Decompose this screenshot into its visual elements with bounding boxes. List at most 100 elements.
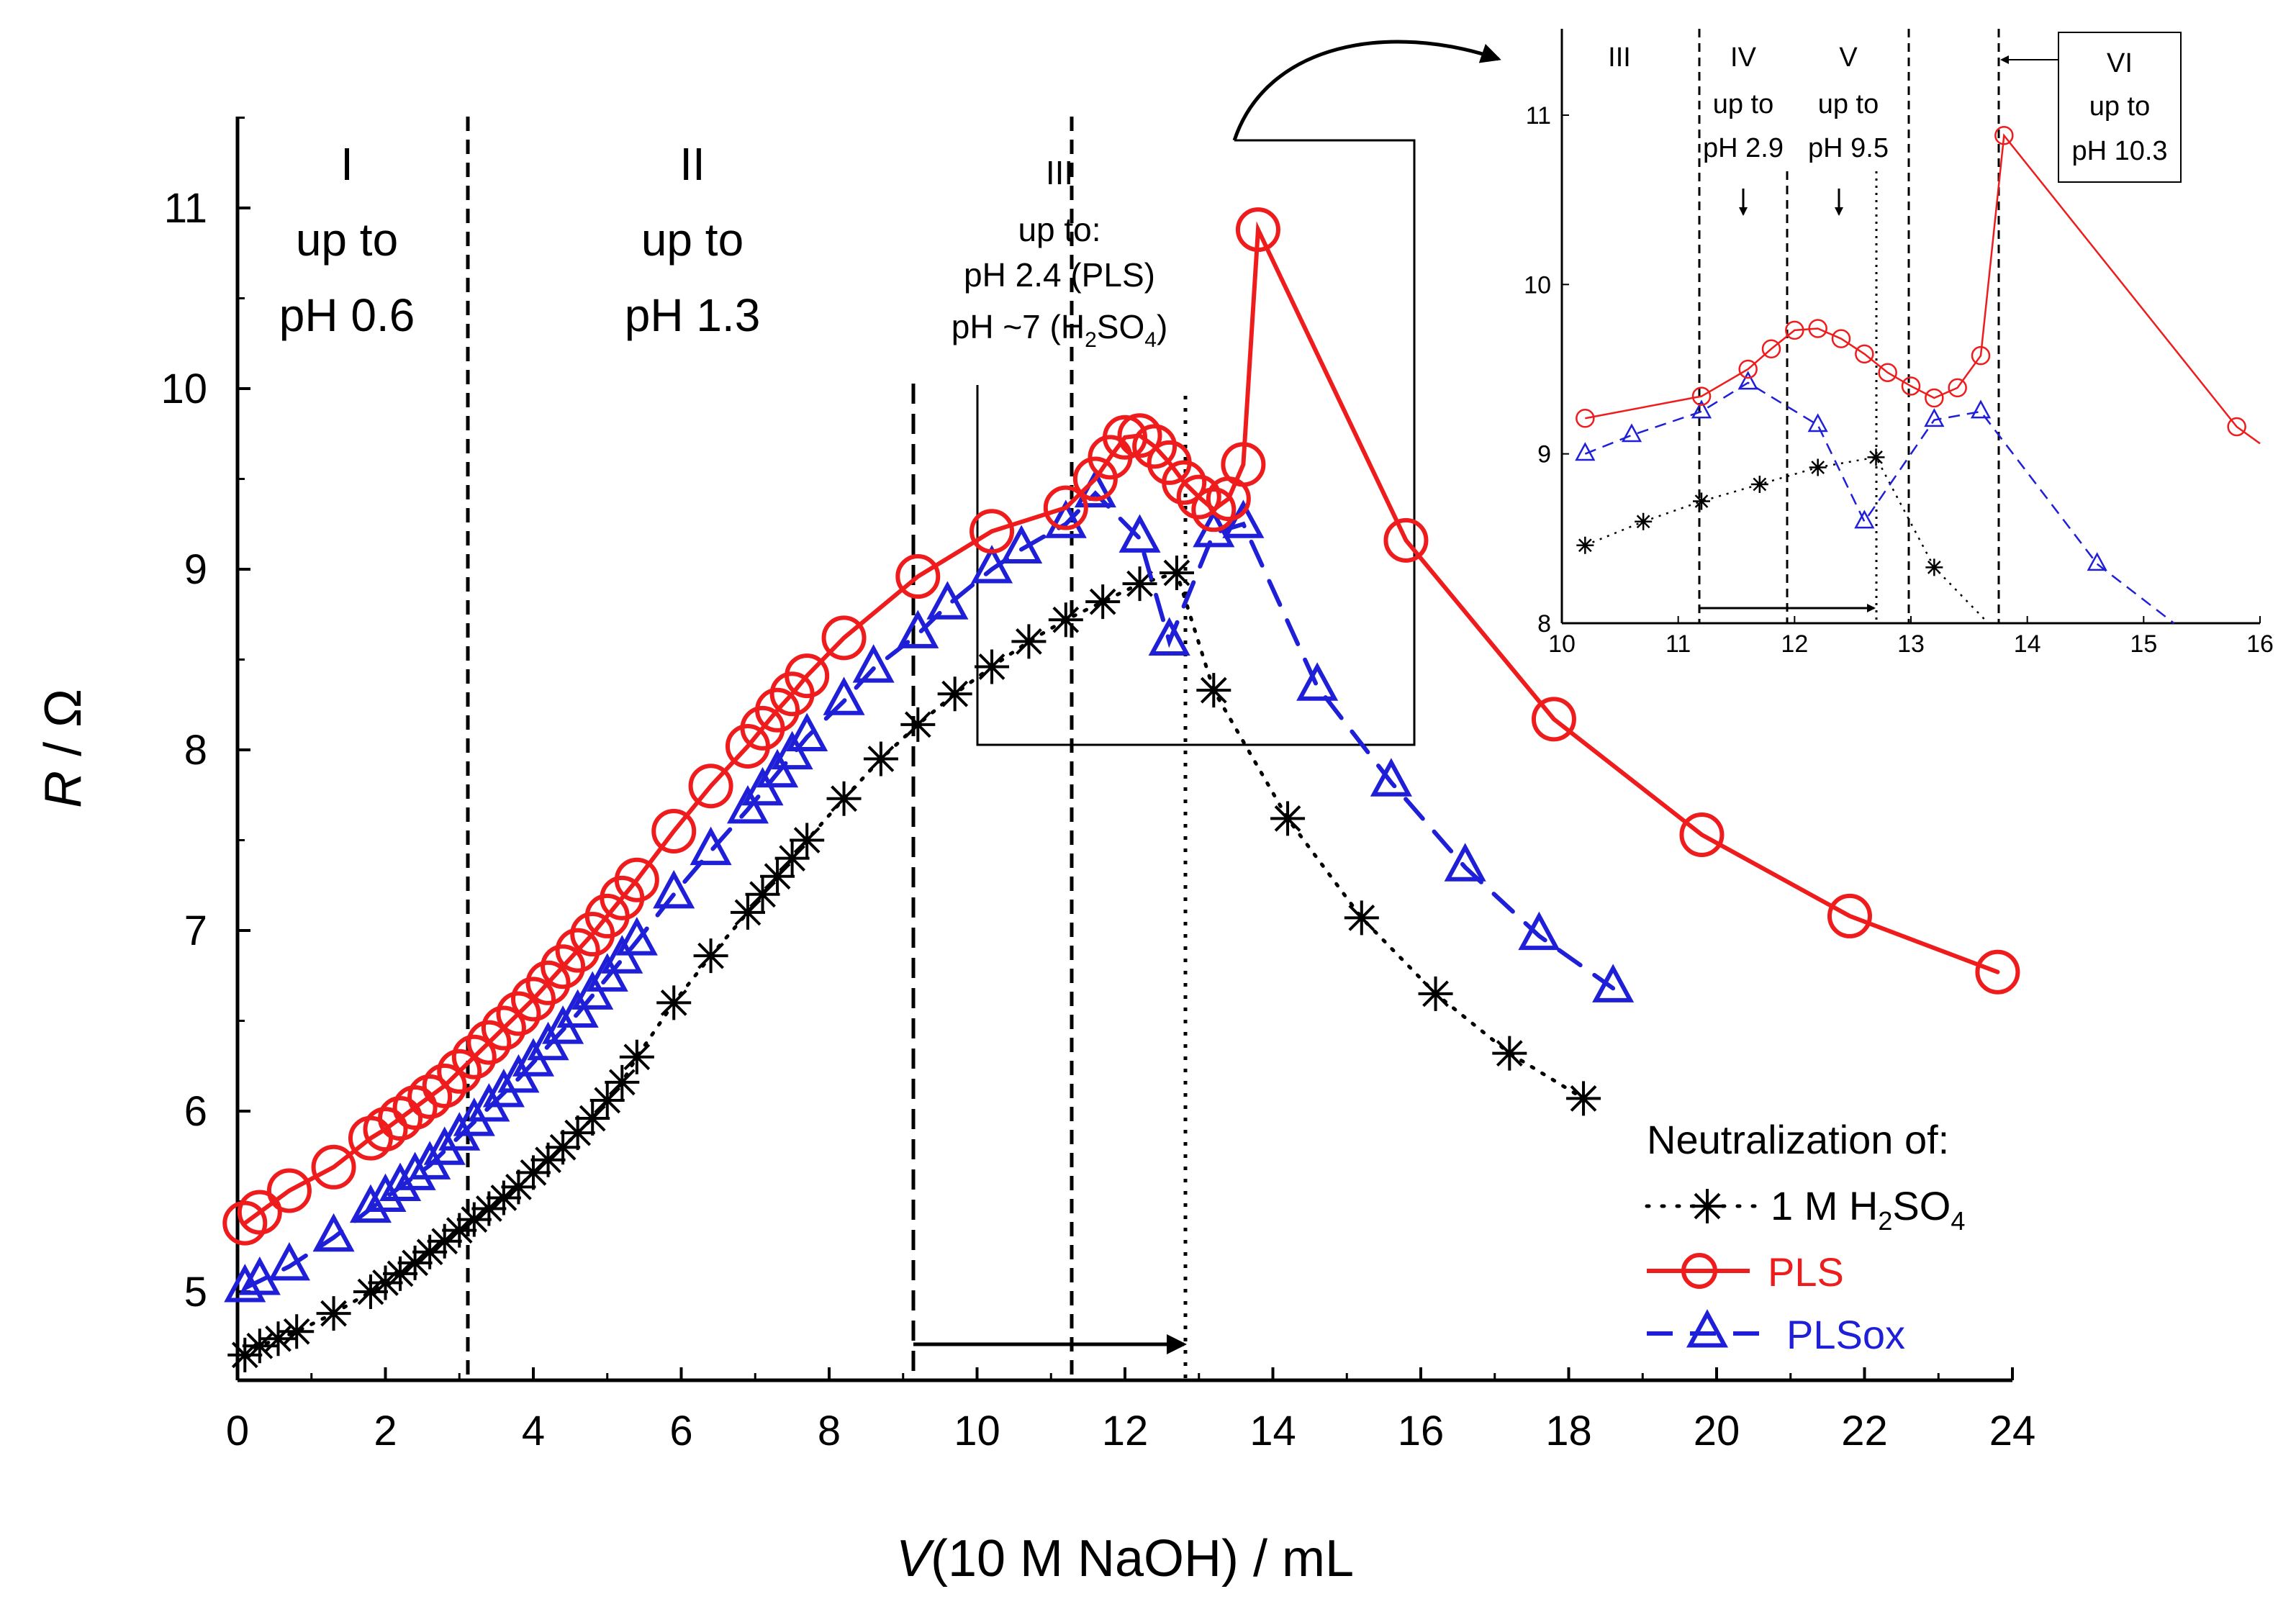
data-point-h2so4 (1048, 602, 1083, 638)
data-point-pls (222, 1200, 268, 1246)
inset-x-tick-label: 13 (1897, 630, 1925, 658)
data-point-h2so4 (516, 1155, 551, 1190)
data-point-pls (511, 977, 556, 1022)
data-point-h2so4 (1566, 1081, 1601, 1116)
data-point-pls (1132, 424, 1178, 469)
data-point-pls (525, 960, 571, 1005)
region-I-line2: pH 0.6 (279, 289, 415, 341)
data-point-plsox (268, 1241, 310, 1281)
data-point-h2so4 (471, 1191, 507, 1226)
x-axis-title: V(10 M NaOH) / mL (896, 1530, 1354, 1588)
inset-x-tick-label: 11 (1665, 630, 1691, 658)
region-I-numeral: I (340, 138, 353, 190)
x-tick-label: 22 (1841, 1408, 1888, 1454)
legend-entry-plsox: PLSox (1647, 1309, 1905, 1357)
data-point-h2so4 (456, 1202, 492, 1237)
data-point-pls (266, 1168, 312, 1213)
y-tick-label: 9 (184, 546, 207, 593)
y-tick-label: 10 (161, 366, 207, 412)
x-tick-label: 18 (1545, 1408, 1592, 1454)
data-point-plsox (741, 766, 784, 806)
data-point-h2so4 (745, 877, 780, 912)
inset-data-point-pls (1994, 125, 2014, 145)
data-point-h2so4 (486, 1180, 521, 1215)
region-II-line2: pH 1.3 (625, 289, 761, 341)
inset-tick-marks (1561, 114, 2261, 624)
y-tick-label: 8 (184, 727, 207, 774)
data-point-h2so4 (1011, 624, 1047, 659)
data-point-h2so4 (975, 649, 1010, 684)
data-point-plsox (601, 935, 643, 974)
inset-y-tick-labels: 8 9 10 11 (1524, 102, 1551, 638)
legend-h2so4-label: 1 M H2SO4 (1771, 1183, 1965, 1236)
main-plot-series (222, 207, 2020, 1372)
data-point-plsox (615, 917, 658, 956)
data-point-plsox (852, 644, 895, 683)
inset-data-point-plsox (1924, 408, 1945, 427)
data-point-pls (311, 1144, 356, 1190)
data-point-h2so4 (575, 1101, 610, 1136)
legend-h2so4-marker (1690, 1189, 1725, 1223)
series-line-plsox (243, 490, 1616, 1290)
data-point-pls (481, 1005, 526, 1051)
data-point-pls (1103, 415, 1147, 460)
data-point-plsox (379, 1162, 422, 1201)
legend-plsox-label: PLSox (1786, 1312, 1905, 1357)
data-point-h2so4 (368, 1265, 403, 1300)
inset-data-point-pls (1576, 408, 1595, 428)
inset-region-V-label: V up to pH 9.5 (1808, 42, 1889, 216)
data-point-plsox (224, 1264, 266, 1303)
inset-VI-numeral: VI (2107, 48, 2133, 78)
inset-V-line1: up to (1818, 89, 1879, 119)
inset-data-point-plsox (1691, 399, 1712, 419)
data-point-pls (755, 687, 800, 733)
inset-series-line-h2so4 (1584, 456, 1989, 624)
data-point-pls (407, 1074, 453, 1119)
legend-pls-label: PLS (1768, 1249, 1844, 1295)
inset-data-point-plsox (1854, 510, 1875, 529)
y-tick-label: 6 (184, 1088, 207, 1135)
data-point-h2so4 (279, 1314, 315, 1349)
inset-plot-series (1575, 125, 2261, 624)
data-point-h2so4 (1196, 673, 1231, 708)
x-tick-label: 24 (1989, 1408, 2036, 1454)
data-point-h2so4 (412, 1234, 448, 1269)
data-point-pls (363, 1107, 408, 1152)
data-point-plsox (771, 730, 813, 770)
data-point-pls (688, 764, 733, 809)
region-I-line1: up to (296, 214, 398, 266)
data-point-h2so4 (826, 781, 862, 816)
inset-data-point-pls (1808, 319, 1827, 338)
y-tick-label: 11 (164, 185, 207, 232)
zoom-box (976, 139, 1416, 746)
data-point-h2so4 (1085, 584, 1121, 620)
data-point-plsox (571, 971, 614, 1010)
legend-title: Neutralization of: (1647, 1117, 1949, 1162)
data-point-plsox (312, 1213, 355, 1252)
y-tick-label: 7 (184, 907, 207, 954)
legend-pls-marker (1681, 1253, 1717, 1289)
data-point-h2so4 (227, 1337, 263, 1372)
data-point-plsox (238, 1256, 281, 1295)
inset-data-point-plsox (2087, 552, 2107, 571)
data-point-plsox (1592, 964, 1635, 1002)
region-II-numeral: II (679, 138, 705, 190)
data-point-h2so4 (937, 676, 972, 712)
inset-series-line-pls (1585, 133, 2261, 445)
inset-V-numeral: V (1839, 42, 1858, 73)
inset-region-III: III (1608, 42, 1631, 73)
series-h2so4 (227, 556, 1601, 1372)
x-tick-label: 14 (1249, 1408, 1296, 1454)
legend-h2so4-asterisk (1690, 1189, 1725, 1223)
inset-VI-line2: pH 10.3 (2071, 136, 2167, 166)
data-point-plsox (394, 1151, 436, 1190)
data-point-pls (541, 944, 586, 990)
region-I-label: I up to pH 0.6 (279, 138, 415, 341)
data-point-pls (237, 1190, 282, 1235)
data-point-h2so4 (442, 1213, 477, 1248)
region-III-line2: pH 2.4 (PLS) (964, 256, 1155, 294)
data-point-pls (1176, 474, 1221, 520)
data-point-plsox (926, 581, 969, 620)
inset-data-point-plsox (1807, 413, 1828, 433)
